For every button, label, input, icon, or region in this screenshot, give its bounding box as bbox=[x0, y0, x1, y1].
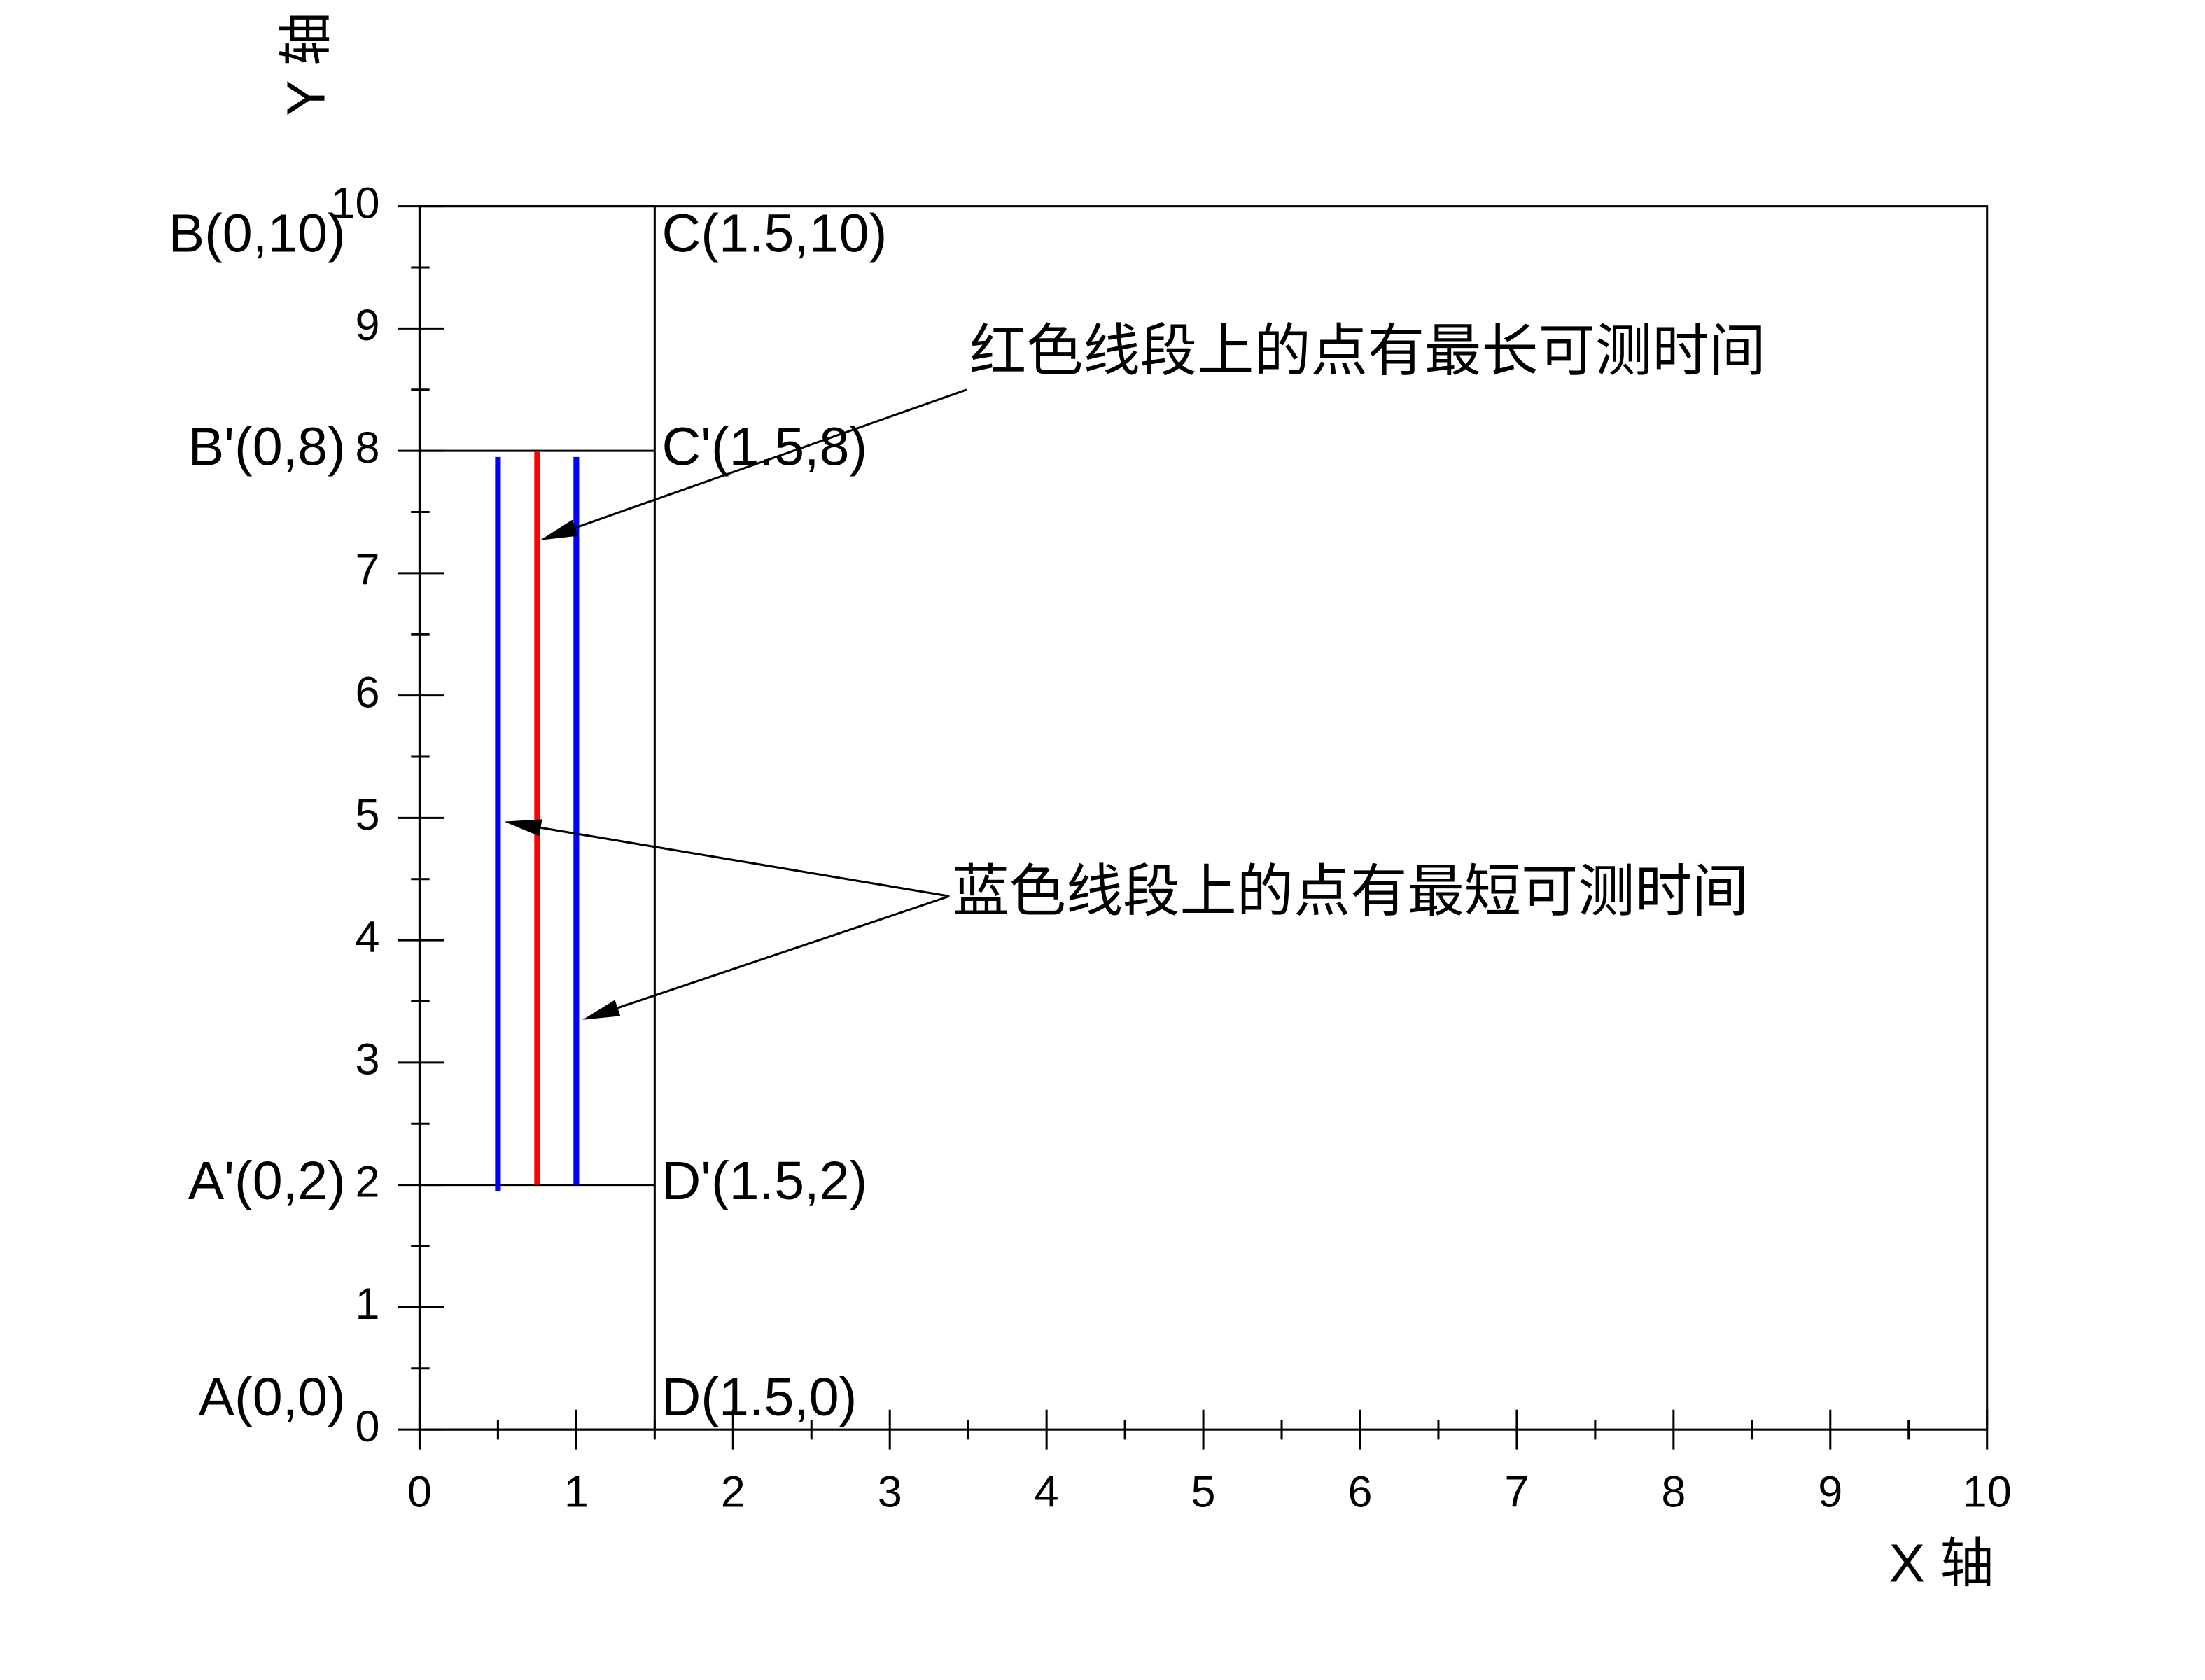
segment bbox=[418, 205, 656, 1431]
y-tick-label: 2 bbox=[356, 1157, 380, 1206]
y-tick-label: 4 bbox=[356, 913, 380, 962]
y-tick-label: 3 bbox=[356, 1035, 380, 1084]
x-tick-label: 9 bbox=[1818, 1467, 1842, 1516]
plot-root: X 轴 Y 轴 0 1 2 3 4 5 6 7 8 9 10 0 1 2 3 4 5 6 7 8 9 10 A(0,0) B(… bbox=[169, 12, 2012, 1594]
point-label: D'(1.5,2) bbox=[662, 1151, 867, 1211]
x-tick-label: 10 bbox=[1963, 1467, 2012, 1516]
annotation-text: 红色线段上的点有最长可测时间 bbox=[969, 318, 1766, 384]
y-tick-label: 5 bbox=[356, 790, 380, 839]
y-tick-label: 0 bbox=[356, 1402, 380, 1451]
arrow-line bbox=[540, 826, 950, 897]
y-tick-label: 6 bbox=[356, 668, 380, 717]
point-label: C'(1.5,8) bbox=[662, 417, 867, 477]
x-tick-label: 3 bbox=[878, 1467, 902, 1516]
x-tick-label: 6 bbox=[1348, 1467, 1372, 1516]
point-label: A(0,0) bbox=[199, 1367, 346, 1427]
point-label: B(0,10) bbox=[169, 204, 346, 264]
y-axis-label: Y 轴 bbox=[276, 12, 336, 116]
point-label: C(1.5,10) bbox=[662, 204, 887, 264]
y-tick-label: 8 bbox=[356, 424, 380, 472]
point-label: D(1.5,0) bbox=[662, 1367, 857, 1427]
x-tick-label: 0 bbox=[407, 1467, 432, 1516]
arrow-head bbox=[540, 519, 578, 540]
x-tick-label: 1 bbox=[564, 1467, 589, 1516]
x-tick-label: 2 bbox=[721, 1467, 746, 1516]
arrow-head bbox=[504, 819, 542, 836]
y-tick-label: 9 bbox=[356, 301, 380, 350]
arrow-line bbox=[617, 895, 950, 1009]
y-tick-label: 1 bbox=[356, 1280, 380, 1329]
x-tick-label: 7 bbox=[1504, 1467, 1529, 1516]
point-label: A'(0,2) bbox=[188, 1151, 346, 1211]
x-tick-label: 5 bbox=[1191, 1467, 1216, 1516]
x-tick-label: 8 bbox=[1661, 1467, 1686, 1516]
point-label: B'(0,8) bbox=[188, 417, 346, 477]
x-tick-label: 4 bbox=[1035, 1467, 1059, 1516]
y-tick-label: 10 bbox=[330, 178, 379, 227]
arrow-line bbox=[575, 388, 967, 529]
x-axis-label: X 轴 bbox=[1889, 1534, 1994, 1594]
annotation-text: 蓝色线段上的点有最短可测时间 bbox=[952, 859, 1749, 925]
y-tick-label: 7 bbox=[356, 546, 380, 595]
arrow-head bbox=[582, 1000, 621, 1020]
